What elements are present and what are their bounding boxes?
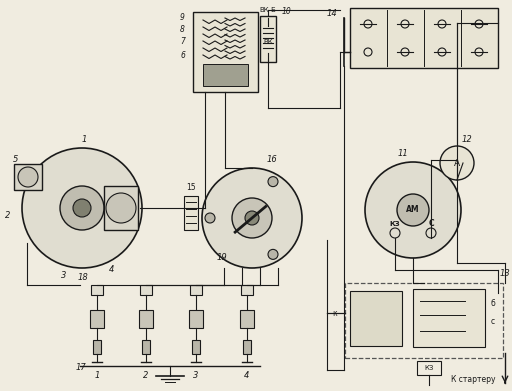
Circle shape xyxy=(397,194,429,226)
Circle shape xyxy=(245,211,259,225)
Text: 1: 1 xyxy=(81,136,87,145)
Bar xyxy=(140,285,152,295)
Text: 11: 11 xyxy=(398,149,409,158)
Circle shape xyxy=(426,228,436,238)
Bar xyxy=(413,289,485,347)
Text: 3: 3 xyxy=(194,371,199,380)
Circle shape xyxy=(438,48,446,56)
Circle shape xyxy=(202,168,302,268)
Text: 2: 2 xyxy=(143,371,148,380)
Circle shape xyxy=(365,162,461,258)
Circle shape xyxy=(401,48,409,56)
Text: 1: 1 xyxy=(94,371,100,380)
Circle shape xyxy=(22,148,142,268)
Text: 2: 2 xyxy=(5,212,11,221)
Text: ВК-Б: ВК-Б xyxy=(260,7,276,13)
Text: ВК: ВК xyxy=(263,39,273,45)
Bar xyxy=(350,8,498,68)
Bar xyxy=(93,340,101,354)
Circle shape xyxy=(401,20,409,28)
Text: б: б xyxy=(490,298,496,307)
Circle shape xyxy=(475,20,483,28)
Text: 16: 16 xyxy=(267,156,278,165)
Text: А: А xyxy=(454,158,460,167)
Text: КЗ: КЗ xyxy=(424,365,434,371)
Circle shape xyxy=(60,186,104,230)
Text: К стартеру: К стартеру xyxy=(451,375,495,384)
Text: к: к xyxy=(333,308,337,317)
Text: 15: 15 xyxy=(186,183,196,192)
Text: 18: 18 xyxy=(78,273,89,282)
Circle shape xyxy=(268,177,278,187)
Bar xyxy=(189,310,203,328)
Text: 13: 13 xyxy=(500,269,510,278)
Text: 6: 6 xyxy=(180,52,185,61)
Bar xyxy=(190,285,202,295)
Bar xyxy=(417,361,441,375)
Text: 17: 17 xyxy=(76,364,87,373)
Bar xyxy=(260,16,276,62)
Bar xyxy=(192,340,200,354)
Bar xyxy=(142,340,150,354)
Bar xyxy=(241,285,253,295)
Bar xyxy=(240,310,254,328)
Bar xyxy=(345,283,503,358)
Circle shape xyxy=(475,48,483,56)
Text: 4: 4 xyxy=(244,371,250,380)
Bar xyxy=(350,291,402,346)
Text: 4: 4 xyxy=(110,265,115,274)
Circle shape xyxy=(390,228,400,238)
Text: 19: 19 xyxy=(217,253,227,262)
Bar xyxy=(14,164,42,190)
Circle shape xyxy=(268,249,278,259)
Circle shape xyxy=(73,199,91,217)
Circle shape xyxy=(232,198,272,238)
Text: 5: 5 xyxy=(13,156,18,165)
Text: 7: 7 xyxy=(180,38,185,47)
Text: 9: 9 xyxy=(180,14,185,23)
Text: 14: 14 xyxy=(327,9,337,18)
Text: С: С xyxy=(428,219,434,228)
Text: КЗ: КЗ xyxy=(390,221,400,227)
Text: 10: 10 xyxy=(281,7,291,16)
Circle shape xyxy=(106,193,136,223)
Circle shape xyxy=(18,167,38,187)
Bar xyxy=(184,196,198,230)
Bar xyxy=(193,12,258,92)
Bar xyxy=(90,310,104,328)
Circle shape xyxy=(440,146,474,180)
Text: 3: 3 xyxy=(61,271,67,280)
Bar xyxy=(91,285,103,295)
Bar xyxy=(203,64,248,86)
Circle shape xyxy=(364,48,372,56)
Bar xyxy=(139,310,153,328)
Circle shape xyxy=(205,213,215,223)
Bar xyxy=(104,186,138,230)
Bar xyxy=(243,340,251,354)
Circle shape xyxy=(438,20,446,28)
Circle shape xyxy=(364,20,372,28)
Text: с: с xyxy=(491,316,495,325)
Text: АМ: АМ xyxy=(406,206,420,215)
Text: 8: 8 xyxy=(180,25,185,34)
Text: 12: 12 xyxy=(462,135,473,143)
